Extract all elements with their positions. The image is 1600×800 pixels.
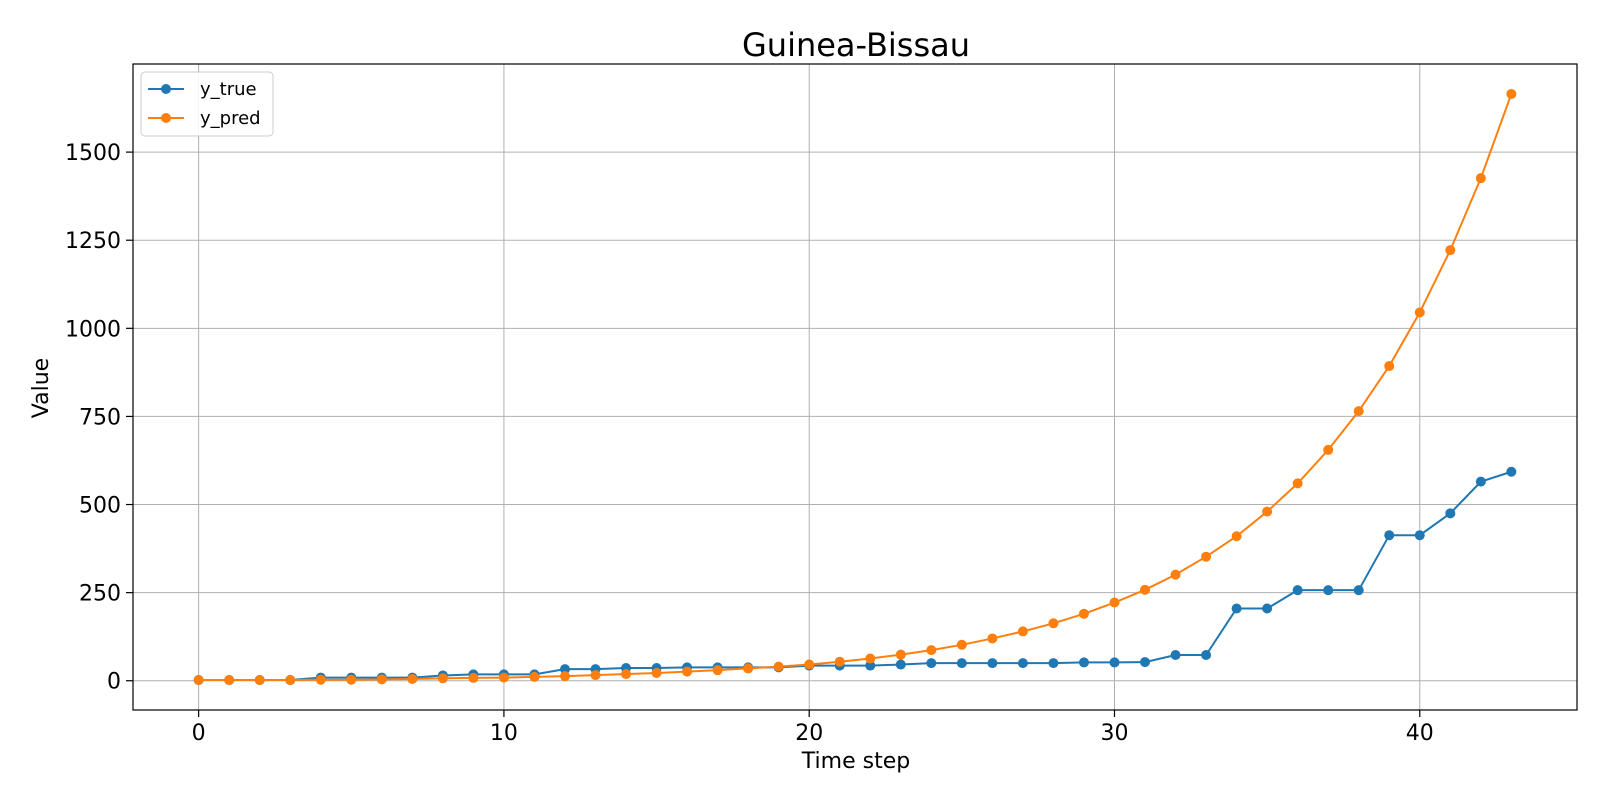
data-point-y_pred bbox=[1201, 551, 1212, 562]
x-tick-label: 20 bbox=[795, 721, 823, 746]
data-point-y_pred bbox=[1231, 531, 1242, 542]
data-point-y_true bbox=[559, 664, 570, 675]
legend-swatch-marker bbox=[161, 84, 171, 94]
data-point-y_pred bbox=[712, 665, 723, 676]
data-point-y_true bbox=[926, 658, 937, 669]
legend-item-y_true: y_true bbox=[148, 79, 257, 100]
data-point-y_true bbox=[1170, 650, 1181, 661]
x-tick-label: 40 bbox=[1406, 721, 1434, 746]
data-point-y_pred bbox=[743, 663, 754, 674]
data-point-y_pred bbox=[376, 674, 387, 685]
legend-item-y_pred: y_pred bbox=[148, 108, 261, 129]
x-tick-label: 0 bbox=[192, 721, 206, 746]
data-point-y_pred bbox=[1506, 88, 1517, 99]
data-point-y_true bbox=[1262, 603, 1273, 614]
data-point-y_true bbox=[865, 660, 876, 671]
data-point-y_pred bbox=[804, 659, 815, 670]
data-point-y_pred bbox=[285, 675, 296, 686]
data-point-y_pred bbox=[193, 675, 204, 686]
data-point-y_true bbox=[956, 658, 967, 669]
legend-label: y_pred bbox=[200, 108, 261, 129]
data-point-y_pred bbox=[987, 633, 998, 644]
data-point-y_pred bbox=[895, 649, 906, 660]
data-point-y_pred bbox=[621, 669, 632, 680]
data-point-y_pred bbox=[926, 645, 937, 656]
data-point-y_pred bbox=[1078, 608, 1089, 619]
data-point-y_pred bbox=[773, 661, 784, 672]
data-point-y_pred bbox=[407, 673, 418, 684]
ticks: 0 10 20 30 40 0 250 500 750 1000 1250 1500 bbox=[65, 141, 1434, 746]
y-tick-label: 250 bbox=[79, 582, 121, 607]
data-point-y_pred bbox=[1048, 618, 1059, 629]
data-point-y_true bbox=[987, 658, 998, 669]
data-point-y_pred bbox=[865, 653, 876, 664]
data-point-y_pred bbox=[956, 639, 967, 650]
y-tick-label: 1000 bbox=[65, 317, 121, 342]
data-point-y_true bbox=[1445, 508, 1456, 519]
plot-frame bbox=[132, 63, 1578, 711]
data-point-y_true bbox=[1323, 585, 1334, 596]
y-tick-label: 0 bbox=[107, 670, 121, 695]
data-point-y_pred bbox=[1475, 173, 1486, 184]
data-point-y_pred bbox=[559, 671, 570, 682]
data-point-y_pred bbox=[1170, 569, 1181, 580]
data-point-y_true bbox=[1353, 585, 1364, 596]
data-point-y_true bbox=[1384, 530, 1395, 541]
legend-swatch-marker bbox=[161, 113, 171, 123]
series-line-y_true bbox=[198, 470, 1512, 682]
chart-title: Guinea-Bissau bbox=[742, 26, 970, 64]
data-point-y_pred bbox=[315, 674, 326, 685]
data-point-y_pred bbox=[1017, 626, 1028, 637]
data-point-y_true bbox=[1231, 603, 1242, 614]
data-point-y_true bbox=[1201, 650, 1212, 661]
data-point-y_pred bbox=[682, 666, 693, 677]
data-point-y_pred bbox=[498, 672, 509, 683]
data-point-y_pred bbox=[1323, 444, 1334, 455]
data-point-y_true bbox=[1078, 657, 1089, 668]
data-point-y_true bbox=[1414, 530, 1425, 541]
data-point-y_true bbox=[1506, 466, 1517, 477]
data-point-y_pred bbox=[1414, 307, 1425, 318]
data-point-y_true bbox=[1048, 658, 1059, 669]
series-group bbox=[193, 88, 1517, 686]
data-point-y_pred bbox=[1292, 478, 1303, 489]
grid bbox=[133, 64, 1577, 710]
data-point-y_true bbox=[1017, 658, 1028, 669]
y-tick-label: 500 bbox=[79, 494, 121, 519]
data-point-y_true bbox=[1292, 585, 1303, 596]
data-point-y_pred bbox=[468, 672, 479, 683]
legend: y_true y_pred bbox=[140, 71, 274, 137]
data-point-y_true bbox=[1109, 657, 1120, 668]
data-point-y_true bbox=[1475, 476, 1486, 487]
legend-label: y_true bbox=[200, 79, 257, 100]
data-point-y_pred bbox=[1384, 361, 1395, 372]
data-point-y_pred bbox=[1445, 245, 1456, 256]
series-line-y_pred bbox=[198, 93, 1513, 682]
data-point-y_pred bbox=[529, 671, 540, 682]
data-point-y_pred bbox=[1109, 597, 1120, 608]
x-tick-label: 30 bbox=[1100, 721, 1128, 746]
data-point-y_pred bbox=[1353, 406, 1364, 417]
data-point-y_pred bbox=[224, 675, 235, 686]
data-point-y_pred bbox=[346, 674, 357, 685]
data-point-y_pred bbox=[437, 673, 448, 684]
data-point-y_pred bbox=[834, 656, 845, 667]
x-axis-label: Time step bbox=[801, 749, 910, 774]
data-point-y_pred bbox=[590, 670, 601, 681]
data-point-y_true bbox=[1140, 657, 1151, 668]
y-tick-label: 1250 bbox=[65, 229, 121, 254]
series-y_pred bbox=[193, 88, 1517, 686]
y-tick-label: 750 bbox=[79, 405, 121, 430]
data-point-y_true bbox=[895, 659, 906, 670]
y-axis-label: Value bbox=[29, 358, 54, 418]
data-point-y_pred bbox=[1140, 584, 1151, 595]
data-point-y_pred bbox=[651, 667, 662, 678]
data-point-y_pred bbox=[1262, 506, 1273, 517]
y-tick-label: 1500 bbox=[65, 141, 121, 166]
x-tick-label: 10 bbox=[490, 721, 518, 746]
data-point-y_pred bbox=[254, 675, 265, 686]
